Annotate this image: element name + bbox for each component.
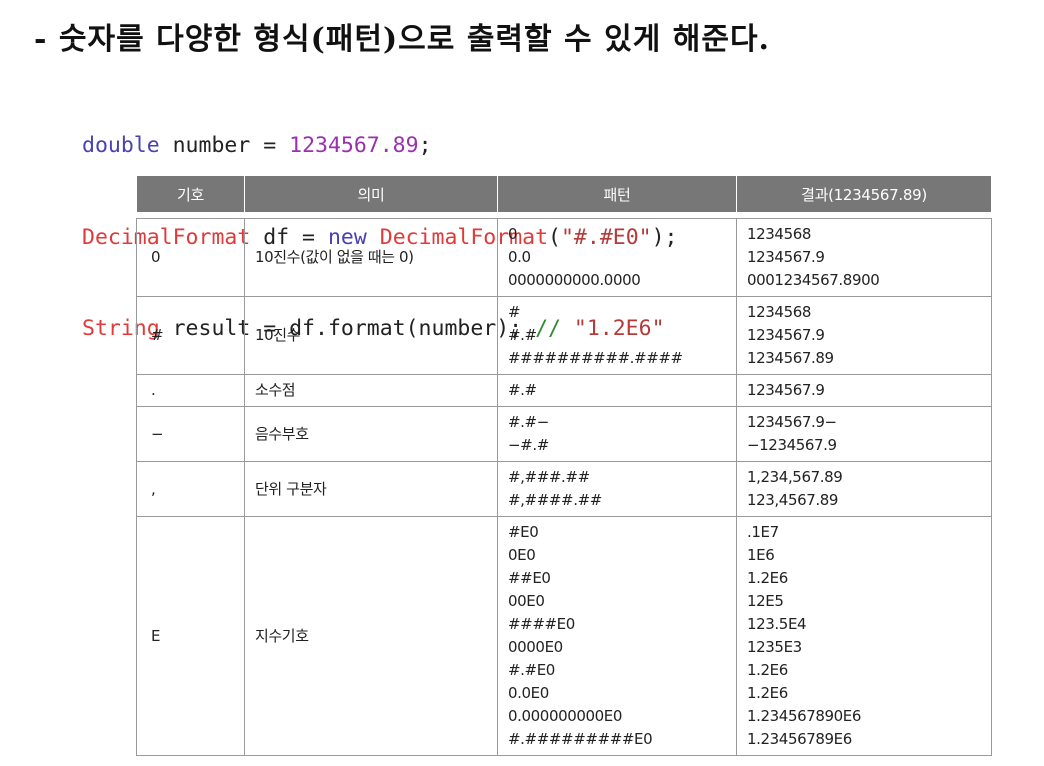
- header-meaning: 의미: [244, 176, 498, 212]
- meaning-cell: 소수점: [244, 374, 498, 407]
- pattern-cell: #.#: [497, 374, 737, 407]
- meaning-cell: 단위 구분자: [244, 461, 498, 517]
- result-cell: 1,234,567.89 123,4567.89: [736, 461, 992, 517]
- pattern-line: ##########.####: [508, 349, 683, 367]
- result-line: 1,234,567.89: [747, 468, 843, 486]
- result-line: 1234567.9: [747, 248, 825, 266]
- pattern-line: 0E0: [508, 546, 536, 564]
- code-token: double: [82, 133, 160, 158]
- result-line: 1.2E6: [747, 661, 788, 679]
- pattern-line: 0000E0: [508, 638, 563, 656]
- pattern-line: ##E0: [508, 569, 551, 587]
- pattern-line: #,###.##: [508, 468, 590, 486]
- result-line: 0001234567.8900: [747, 271, 880, 289]
- result-line: −1234567.9: [747, 436, 837, 454]
- table-body: 0 10진수(값이 없을 때는 0) 0 0.0 0000000000.0000 1234…: [136, 212, 992, 756]
- table-row: , 단위 구분자 #,###.## #,####.## 1,234,567.89 123,…: [136, 461, 992, 517]
- result-cell: 1234568 1234567.9 1234567.89: [736, 296, 992, 375]
- header-symbol: 기호: [136, 176, 245, 212]
- result-line: 123,4567.89: [747, 491, 839, 509]
- pattern-line: ####E0: [508, 615, 575, 633]
- result-line: 1235E3: [747, 638, 802, 656]
- code-line: double number = 1234567.89;: [82, 131, 677, 162]
- code-token: 1234567.89: [289, 133, 419, 158]
- result-line: 1E6: [747, 546, 775, 564]
- pattern-cell: 0 0.0 0000000000.0000: [497, 218, 737, 297]
- code-token: number =: [159, 133, 290, 158]
- symbol-cell: E: [136, 516, 245, 756]
- table-row: − 음수부호 #.#− −#.# 1234567.9− −1234567.9: [136, 406, 992, 462]
- result-line: 1.2E6: [747, 684, 788, 702]
- pattern-line: #,####.##: [508, 491, 602, 509]
- pattern-line: 0000000000.0000: [508, 271, 641, 289]
- table-header-row: 기호 의미 패턴 결과(1234567.89): [136, 176, 992, 212]
- result-line: 123.5E4: [747, 615, 807, 633]
- header-result: 결과(1234567.89): [736, 176, 992, 212]
- result-line: 1.2E6: [747, 569, 788, 587]
- pattern-line: #.#E0: [508, 661, 555, 679]
- pattern-cell: #,###.## #,####.##: [497, 461, 737, 517]
- meaning-cell: 지수기호: [244, 516, 498, 756]
- pattern-line: #.#: [508, 326, 537, 344]
- result-line: 12E5: [747, 592, 784, 610]
- result-line: .1E7: [747, 523, 779, 541]
- result-line: 1.23456789E6: [747, 730, 852, 748]
- pattern-line: #.#−: [508, 413, 549, 431]
- result-line: 1234567.9: [747, 381, 825, 399]
- result-cell: 1234567.9− −1234567.9: [736, 406, 992, 462]
- symbol-cell: .: [136, 374, 245, 407]
- meaning-cell: 음수부호: [244, 406, 498, 462]
- format-table: 기호 의미 패턴 결과(1234567.89) 0 10진수(값이 없을 때는 0…: [136, 176, 992, 756]
- pattern-line: −#.#: [508, 436, 549, 454]
- result-line: 1234567.9: [747, 326, 825, 344]
- code-token: ;: [418, 133, 432, 158]
- pattern-cell: #E0 0E0 ##E0 00E0 ####E0 0000E0 #.#E0 0.0E0 0.00…: [497, 516, 737, 756]
- pattern-line: #.#: [508, 381, 537, 399]
- meaning-cell: 10진수: [244, 296, 498, 375]
- header-pattern: 패턴: [497, 176, 737, 212]
- table-row: E 지수기호 #E0 0E0 ##E0 00E0 ####E0 0000E0 #.#E0 0.0E…: [136, 516, 992, 756]
- pattern-line: 0.0E0: [508, 684, 549, 702]
- pattern-line: #.#########E0: [508, 730, 653, 748]
- pattern-cell: # #.# ##########.####: [497, 296, 737, 375]
- result-line: 1234567.9−: [747, 413, 837, 431]
- pattern-line: 0.000000000E0: [508, 707, 623, 725]
- pattern-line: 0.0: [508, 248, 531, 266]
- pattern-cell: #.#− −#.#: [497, 406, 737, 462]
- pattern-line: 0: [508, 225, 518, 243]
- symbol-cell: 0: [136, 218, 245, 297]
- table-row: #10진수 # #.# ##########.#### 1234568 1234567.9…: [136, 296, 992, 375]
- meaning-cell: 10진수(값이 없을 때는 0): [244, 218, 498, 297]
- result-line: 1234568: [747, 225, 812, 243]
- table-row: . 소수점 #.# 1234567.9: [136, 374, 992, 407]
- pattern-line: 00E0: [508, 592, 545, 610]
- result-cell: 1234568 1234567.9 0001234567.8900: [736, 218, 992, 297]
- symbol-cell: ,: [136, 461, 245, 517]
- pattern-line: #: [508, 303, 521, 321]
- pattern-line: #E0: [508, 523, 539, 541]
- table-row: 0 10진수(값이 없을 때는 0) 0 0.0 0000000000.0000 1234…: [136, 218, 992, 297]
- result-line: 1234567.89: [747, 349, 834, 367]
- symbol-cell: −: [136, 406, 245, 462]
- symbol-cell: #: [136, 296, 245, 375]
- result-line: 1234568: [747, 303, 812, 321]
- result-cell: 1234567.9: [736, 374, 992, 407]
- result-cell: .1E7 1E6 1.2E6 12E5 123.5E4 1235E3 1.2E6 1.2E6 1…: [736, 516, 992, 756]
- page-title: - 숫자를 다양한 형식(패턴)으로 출력할 수 있게 해준다.: [34, 22, 770, 57]
- result-line: 1.234567890E6: [747, 707, 862, 725]
